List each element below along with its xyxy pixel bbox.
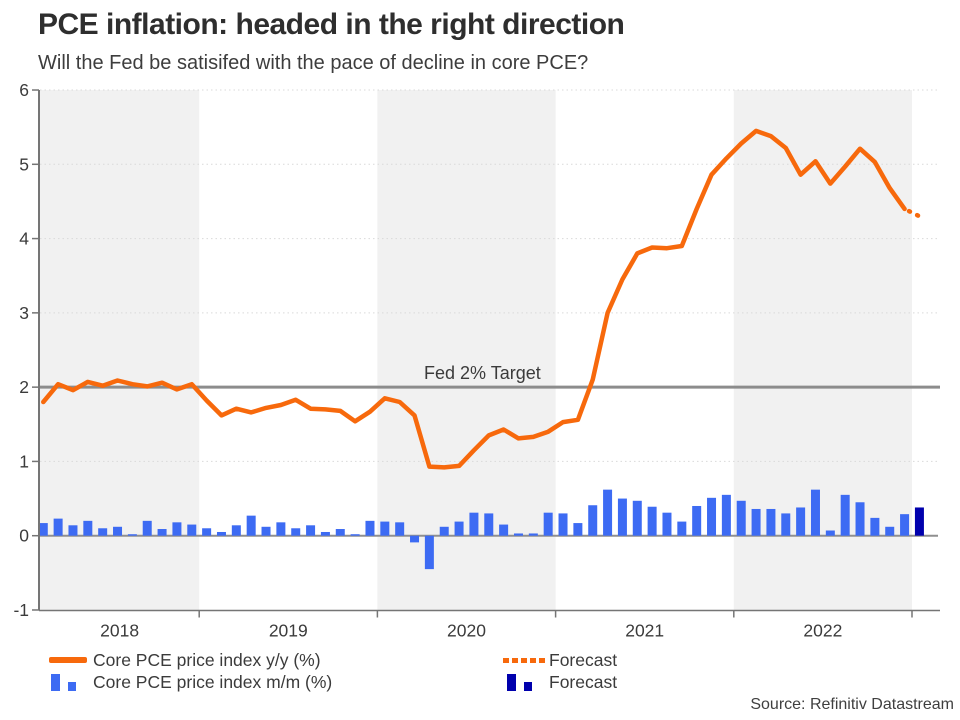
mm-bars <box>38 489 910 570</box>
svg-text:2019: 2019 <box>269 621 308 641</box>
chart-gridlines <box>40 89 940 462</box>
svg-text:2018: 2018 <box>100 621 139 641</box>
legend-label-yoy: Core PCE price index y/y (%) <box>93 649 321 670</box>
forecast-bars-swatch-icon <box>501 673 549 691</box>
mm-forecast-bar <box>914 507 924 536</box>
target-label: Fed 2% Target <box>424 363 541 383</box>
svg-text:Fed 2% Target: Fed 2% Target <box>424 363 541 383</box>
mm-bars-swatch-icon <box>45 673 93 691</box>
chart-title: PCE inflation: headed in the right direc… <box>38 8 625 41</box>
legend-item-forecast-line: Forecast <box>501 650 617 670</box>
svg-text:2021: 2021 <box>625 621 664 641</box>
svg-text:3: 3 <box>19 303 29 323</box>
x-axis: 2018 2019 2020 2021 2022 <box>39 609 940 641</box>
svg-text:-1: -1 <box>13 600 29 620</box>
legend-item-yoy: Core PCE price index y/y (%) <box>45 650 321 670</box>
svg-text:0: 0 <box>19 526 29 546</box>
svg-text:2: 2 <box>19 377 29 397</box>
y-axis: 6 5 4 3 2 1 0 -1 <box>13 80 40 620</box>
yoy-forecast-line <box>902 206 922 219</box>
legend-item-mm: Core PCE price index m/m (%) <box>45 672 332 692</box>
legend-label-mm: Core PCE price index m/m (%) <box>93 671 333 692</box>
yoy-line-swatch-icon <box>45 657 93 663</box>
svg-text:1: 1 <box>19 451 29 471</box>
chart-subtitle: Will the Fed be satisifed with the pace … <box>38 52 589 74</box>
yoy-line <box>41 128 907 470</box>
svg-text:2022: 2022 <box>803 621 842 641</box>
svg-text:5: 5 <box>19 154 29 174</box>
svg-text:4: 4 <box>19 229 29 249</box>
svg-text:2020: 2020 <box>447 621 486 641</box>
forecast-dotted-swatch-icon <box>501 657 549 663</box>
svg-text:6: 6 <box>19 80 29 100</box>
legend-label-forecast-bar: Forecast <box>549 671 618 692</box>
source-credit: Source: Refinitiv Datastream <box>750 696 954 713</box>
legend-item-forecast-bar: Forecast <box>501 672 617 692</box>
legend-label-forecast-line: Forecast <box>549 649 618 670</box>
